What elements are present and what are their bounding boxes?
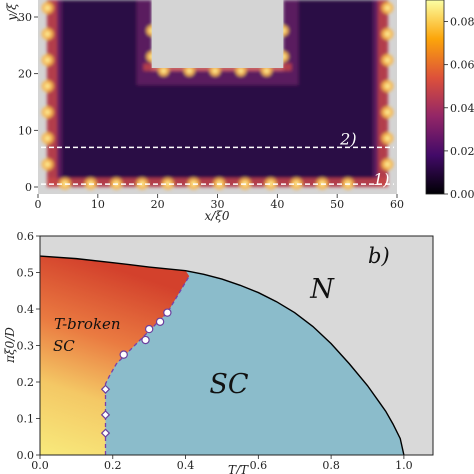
normal-phase-label: N [309,274,335,305]
y-tick-label: 30 [18,11,32,24]
phase-circle-marker [155,317,165,326]
phase-diamond-marker [100,428,111,438]
x-tick-label: 0 [35,198,42,211]
y-tick-label: 0.5 [17,267,35,280]
x-tick-label: 50 [330,198,344,211]
heatmap-edge-right [377,0,389,187]
y-tick-label: 0.6 [17,230,35,243]
phase-x-axis-label: T/T [228,463,249,474]
cut-line-label: 2) [339,129,356,148]
heatmap-empty-region [151,0,284,68]
cut-lines: 1) 2) [40,129,395,189]
colorbar-tick-label: 0.02 [450,145,474,158]
edge-bump-hole-bottom-core [264,68,270,74]
phase-areas [40,236,433,455]
x-tick-label: 40 [270,198,284,211]
x-tick-label: 30 [211,198,225,211]
heatmap-axes: 0 10 20 30 40 50 60 0 10 20 30 [18,11,404,211]
phase-axes: 0.0 0.2 0.4 0.6 0.8 1.0 0.0 0.1 0.2 0.3 0.4 0.5 0.6 [17,230,413,472]
edge-bump-hole-bottom-core [212,68,218,74]
sc-phase-label: SC [209,369,248,400]
x-tick-label: 0.4 [177,459,195,472]
colorbar-tick-label: 0.00 [450,188,474,201]
edge-bump-left-core [44,5,51,11]
edge-bump-left-core [44,83,51,89]
edge-bump-hole-bottom-core [186,68,192,74]
x-tick-label: 0.8 [322,459,340,472]
edge-bump-bottom-core [165,180,171,187]
phase-circle-marker [141,335,150,345]
phase-circle-marker [144,324,154,334]
heatmap-interior-band [61,0,374,179]
edge-bump-left-core [44,135,51,141]
x-tick-label: 0.2 [104,459,122,472]
phase-circle-marker [119,350,128,359]
edge-bump-right-core [384,135,391,141]
x-tick-label: 0.0 [31,459,49,472]
t-broken-phase-area [40,256,190,455]
edge-bump-bottom-core [139,180,145,187]
edge-bump-left-core [44,31,51,37]
x-tick-label: 1.0 [395,459,413,472]
heatmap-density [41,0,394,190]
edge-bump-hole-bottom-core [161,68,167,74]
edge-bump-right-core [384,161,391,168]
phase-diagram-panel: 0.0 0.2 0.4 0.6 0.8 1.00.00.10.20.30.40.50.6 … [3,230,434,474]
phase-y-axis-label: πξ0/D [3,327,17,364]
edge-bump-bottom-core [293,180,300,187]
edge-bump-bottom-core [62,180,68,187]
edge-bump-left-core [44,161,51,168]
colorbar-tick-label: 0.08 [450,16,474,29]
edge-bump-left-core [44,57,51,63]
x-tick-label: 60 [390,198,404,211]
y-tick-label: 0.2 [17,376,35,389]
y-tick-label: 0.4 [17,303,35,316]
t-broken-phase-label: T-broken [54,315,121,333]
phase-diamond-marker [100,410,111,420]
heatmap-x-axis-label: x/ξ0 [204,209,229,223]
heatmap-edge-left [46,0,58,187]
x-tick-label: 20 [151,198,165,211]
edge-bump-bottom-core [268,180,274,187]
y-tick-label: 0.3 [17,340,35,353]
phase-markers [100,308,172,438]
colorbar-tick-label: 0.06 [450,59,474,72]
edge-bump-right-core [384,31,391,37]
edge-bump-hole-bottom-core [238,68,244,74]
panel-b-label: b) [368,244,390,268]
y-tick-label: 10 [18,124,32,137]
x-tick-label: 10 [91,198,105,211]
heatmap-y-axis-label: y/ξ [5,2,19,22]
x-tick-label: 0.6 [250,459,268,472]
phase-circle-marker [163,308,172,317]
edge-bump-right-core [384,109,391,115]
y-tick-label: 0 [25,181,32,194]
edge-bump-left-core [44,109,51,115]
colorbar-tick-label: 0.04 [450,102,474,115]
edge-bump-right-core [384,83,391,89]
cut-line-label: 1) [373,170,389,189]
normal-boundary-line [39,255,405,456]
y-tick-label: 20 [18,68,32,81]
phase-diamond-marker [100,384,111,394]
edge-bump-right-core [384,57,391,63]
edge-bump-right-core [384,5,391,11]
t-broken-sc-label: SC [53,337,75,355]
y-tick-label: 0.1 [17,413,35,426]
colorbar-gradient [425,0,445,195]
colorbar: 0.00 0.02 0.04 0.06 0.08 [425,0,474,201]
y-tick-label: 0.0 [17,449,35,462]
